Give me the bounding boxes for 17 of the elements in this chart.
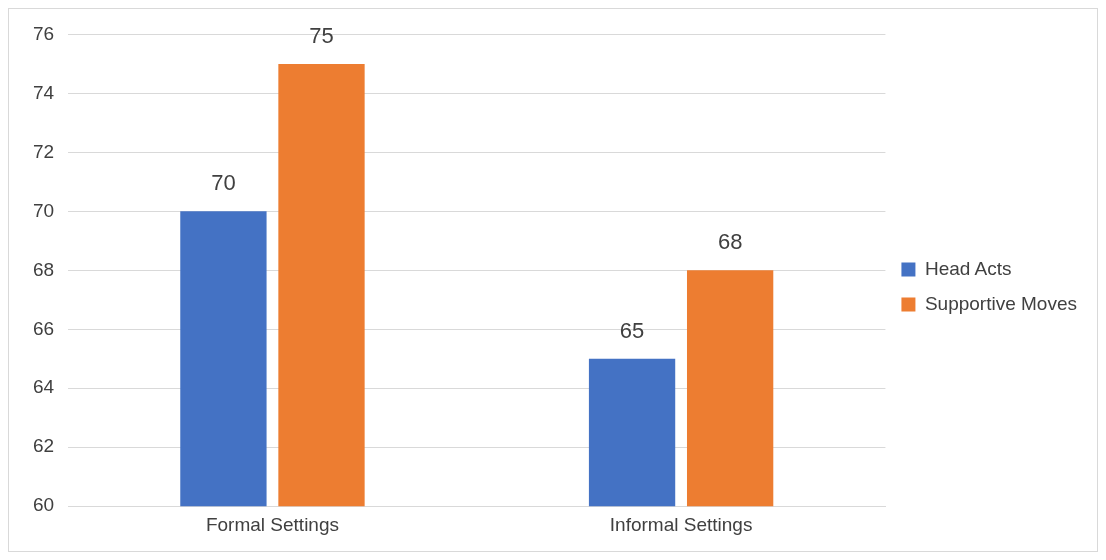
legend-label: Head Acts — [924, 257, 1012, 279]
y-tick-label: 72 — [32, 140, 55, 162]
x-tick-label: Informal Settings — [609, 513, 753, 535]
y-tick-label: 74 — [32, 81, 55, 103]
x-tick-label: Formal Settings — [205, 513, 339, 535]
data-label: 75 — [309, 22, 334, 48]
y-tick-label: 68 — [32, 258, 55, 280]
y-tick-label: 60 — [32, 494, 55, 516]
data-label: 68 — [717, 229, 743, 255]
data-label: 65 — [619, 317, 645, 343]
data-label: 70 — [211, 170, 236, 196]
y-tick-label: 64 — [32, 376, 55, 398]
y-tick-label: 62 — [32, 435, 55, 457]
y-tick-label: 66 — [32, 317, 55, 339]
y-tick-label: 70 — [32, 199, 55, 221]
legend-label: Supportive Moves — [924, 292, 1077, 314]
y-tick-label: 76 — [32, 22, 55, 44]
